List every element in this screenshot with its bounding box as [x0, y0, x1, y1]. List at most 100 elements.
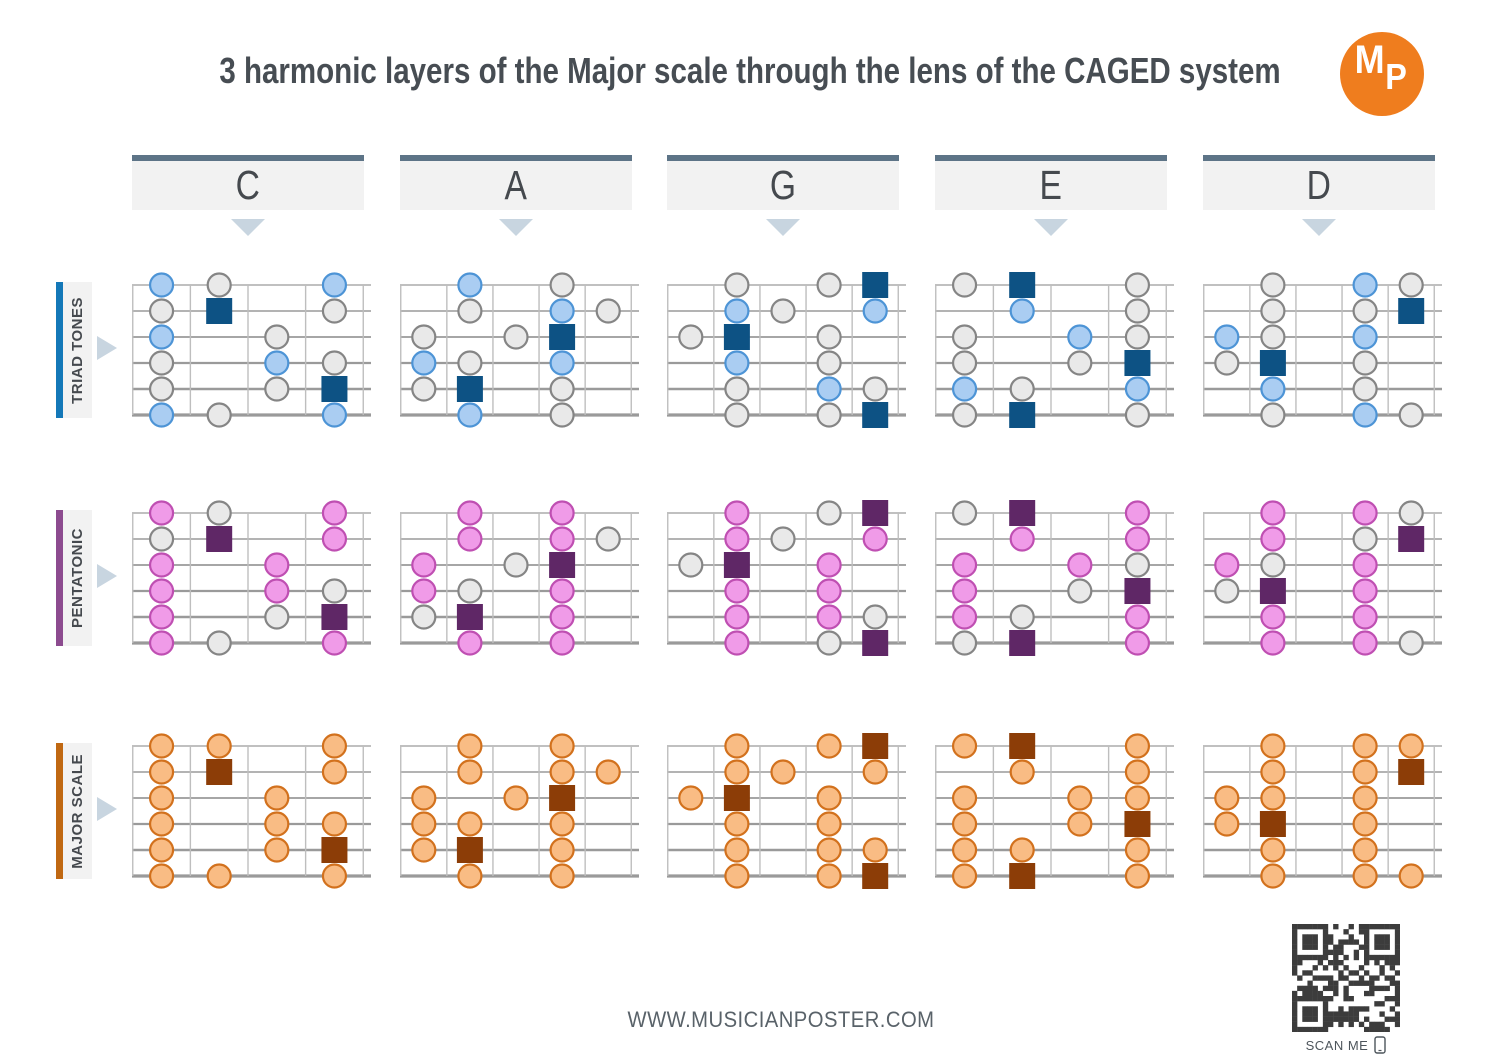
- fretboard-diagram-E-penta: [935, 497, 1174, 666]
- qr-code: [1292, 924, 1401, 1037]
- qr-module: [1369, 1021, 1375, 1028]
- root-note-marker: [549, 785, 576, 811]
- qr-module: [1322, 975, 1329, 981]
- muted-note-marker: [1009, 376, 1035, 402]
- scale-note-marker: [457, 863, 483, 889]
- qr-module: [1317, 996, 1324, 1002]
- qr-module: [1302, 970, 1308, 976]
- qr-module: [1394, 934, 1401, 940]
- root-note-marker: [1124, 811, 1151, 837]
- qr-module: [1322, 996, 1329, 1002]
- qr-module: [1348, 1016, 1354, 1022]
- qr-module: [1328, 1016, 1334, 1022]
- qr-module: [1394, 1016, 1401, 1022]
- qr-module: [1389, 960, 1396, 966]
- fretboard-diagram-E-major: [935, 730, 1174, 899]
- qr-module: [1389, 996, 1396, 1002]
- root-note-marker: [549, 552, 576, 578]
- root-note-marker: [1009, 402, 1036, 428]
- header-letter: E: [1039, 162, 1063, 208]
- qr-module: [1364, 949, 1370, 956]
- column-header-A: A: [400, 155, 632, 236]
- fretboard-diagram-A-penta: [400, 497, 639, 666]
- muted-note-marker: [1398, 402, 1424, 428]
- fretboard-svg: [935, 500, 1174, 656]
- scale-note-marker: [862, 298, 888, 324]
- scale-note-marker: [264, 350, 290, 376]
- muted-note-marker: [1260, 272, 1286, 298]
- qr-module: [1302, 996, 1308, 1002]
- qr-module: [1364, 954, 1370, 961]
- row-label-box: MAJOR SCALE: [63, 743, 92, 879]
- qr-module: [1389, 1006, 1396, 1012]
- muted-note-marker: [816, 402, 842, 428]
- root-note-marker: [862, 272, 889, 298]
- qr-module: [1374, 960, 1380, 966]
- qr-module: [1338, 1021, 1344, 1028]
- root-note-marker: [456, 837, 483, 863]
- scale-note-marker: [724, 578, 750, 604]
- qr-module: [1297, 954, 1303, 961]
- scale-note-marker: [148, 837, 175, 863]
- scale-note-marker: [1352, 402, 1378, 428]
- qr-module: [1307, 924, 1313, 930]
- fretboard-diagram-C-major: [132, 730, 371, 899]
- muted-note-marker: [1352, 526, 1378, 552]
- qr-module: [1302, 954, 1308, 961]
- qr-module: [1384, 975, 1390, 981]
- root-note-marker: [723, 785, 750, 811]
- qr-module: [1328, 980, 1334, 986]
- muted-note-marker: [206, 272, 232, 298]
- qr-module: [1333, 949, 1339, 956]
- qr-module: [1358, 1006, 1365, 1012]
- qr-module: [1338, 939, 1344, 945]
- qr-module: [1394, 970, 1401, 976]
- qr-module: [1312, 939, 1318, 945]
- qr-module: [1374, 939, 1380, 945]
- root-note-marker: [1009, 733, 1036, 759]
- phone-icon: [1374, 1036, 1387, 1054]
- scale-note-marker: [411, 578, 437, 604]
- scale-note-marker: [1124, 500, 1151, 526]
- fretboard-diagram-A-major: [400, 730, 639, 899]
- qr-module: [1333, 944, 1339, 950]
- qr-module: [1394, 1011, 1401, 1017]
- qr-module: [1364, 990, 1370, 997]
- row-accent-bar: [56, 743, 63, 879]
- qr-module: [1384, 924, 1390, 930]
- muted-note-marker: [1352, 298, 1378, 324]
- qr-module: [1389, 1016, 1396, 1022]
- muted-note-marker: [206, 500, 232, 526]
- muted-note-marker: [411, 324, 437, 350]
- qr-module: [1369, 990, 1375, 997]
- fretboard-diagram-E-triad: [935, 269, 1174, 438]
- scale-note-marker: [264, 578, 290, 604]
- scale-note-marker: [1124, 526, 1151, 552]
- qr-module: [1292, 1006, 1298, 1012]
- qr-module: [1364, 1006, 1370, 1012]
- qr-module: [1302, 1016, 1308, 1022]
- fretboard-svg: [132, 500, 371, 656]
- qr-module: [1302, 934, 1308, 940]
- row-label-penta: PENTATONIC: [56, 510, 92, 646]
- qr-module: [1317, 1026, 1324, 1033]
- qr-module: [1384, 1026, 1390, 1033]
- qr-module: [1394, 980, 1401, 986]
- scale-note-marker: [411, 837, 437, 863]
- qr-module: [1384, 996, 1390, 1002]
- scale-note-marker: [951, 578, 978, 604]
- qr-module: [1302, 944, 1308, 950]
- header-accent-bar: [1203, 155, 1435, 161]
- qr-module: [1307, 944, 1313, 950]
- qr-module: [1364, 939, 1370, 945]
- scale-note-marker: [1009, 837, 1035, 863]
- root-note-marker: [206, 298, 233, 324]
- muted-note-marker: [1352, 350, 1378, 376]
- qr-module: [1379, 954, 1385, 961]
- qr-module: [1317, 924, 1324, 930]
- fretboard-svg: [1203, 733, 1442, 889]
- scan-me-text: SCAN ME: [1305, 1037, 1369, 1053]
- muted-note-marker: [1260, 402, 1286, 428]
- qr-module: [1302, 990, 1308, 997]
- header-letter: A: [504, 162, 528, 208]
